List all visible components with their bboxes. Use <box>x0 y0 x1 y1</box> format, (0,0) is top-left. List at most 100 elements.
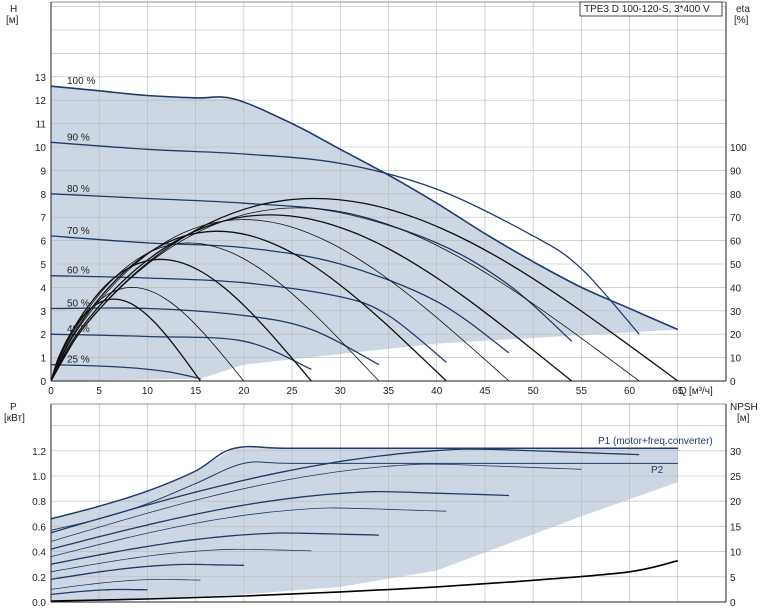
q-tick-label: 55 <box>576 386 588 397</box>
head-curve <box>50 85 679 331</box>
q-tick-label: 10 <box>142 386 154 397</box>
eta-tick-label: 0 <box>730 377 736 388</box>
efficiency-curve <box>50 219 510 382</box>
q-tick-label: 40 <box>431 386 443 397</box>
efficiency-curve <box>50 230 447 382</box>
h-tick-label: 13 <box>35 73 47 84</box>
p1-curve <box>50 445 678 520</box>
p-tick-label: 0.6 <box>32 522 46 533</box>
efficiency-curve <box>50 207 640 382</box>
h-tick-label: 7 <box>40 213 46 224</box>
power-curve <box>50 490 510 550</box>
q-axis-unit: [м³/ч] <box>689 386 713 397</box>
q-tick-label: 20 <box>238 386 250 397</box>
head-curve <box>50 363 201 380</box>
eta-tick-label: 40 <box>730 283 742 294</box>
p-tick-label: 0.4 <box>32 548 46 559</box>
h-tick-label: 12 <box>35 96 47 107</box>
power-curve <box>50 463 582 542</box>
h-tick-label: 4 <box>40 283 46 294</box>
h-axis-unit: [м] <box>6 15 19 26</box>
npsh-tick-label: 20 <box>730 497 742 508</box>
head-curve <box>50 141 640 335</box>
efficiency-curve <box>50 214 573 382</box>
h-tick-label: 1 <box>40 354 46 365</box>
speed-curve-label: 50 % <box>67 298 90 309</box>
h-tick-label: 8 <box>40 190 46 201</box>
power-curve <box>50 563 244 580</box>
p-tick-label: 1.2 <box>32 447 46 458</box>
head-curve <box>50 333 312 370</box>
speed-curve-label: 80 % <box>67 184 90 195</box>
q-tick-label: 60 <box>624 386 636 397</box>
h-tick-label: 0 <box>40 377 46 388</box>
p-tick-label: 0.8 <box>32 497 46 508</box>
q-tick-label: 25 <box>287 386 299 397</box>
npsh-axis-unit: [м] <box>737 413 750 424</box>
npsh-tick-label: 25 <box>730 472 742 483</box>
h-tick-label: 2 <box>40 330 46 341</box>
h-tick-label: 3 <box>40 307 46 318</box>
q-tick-label: 30 <box>335 386 347 397</box>
head-curve <box>50 235 510 354</box>
operating-range-area <box>51 86 678 381</box>
npsh-tick-label: 10 <box>730 548 742 559</box>
speed-curve-label: 90 % <box>67 132 90 143</box>
speed-curve-label: 70 % <box>67 226 90 237</box>
efficiency-curve <box>50 258 312 382</box>
efficiency-curve <box>50 197 679 382</box>
power-range-area <box>51 448 678 602</box>
h-tick-label: 6 <box>40 237 46 248</box>
power-curve <box>50 548 312 573</box>
npsh-tick-label: 15 <box>730 522 742 533</box>
speed-curve-label: 60 % <box>67 266 90 277</box>
power-curve <box>50 448 640 534</box>
eta-tick-label: 20 <box>730 330 742 341</box>
p-tick-label: 0.2 <box>32 573 46 584</box>
p-axis-unit: [кВт] <box>4 413 25 424</box>
chart-title-box <box>579 1 723 17</box>
npsh-tick-label: 0 <box>730 598 736 609</box>
q-tick-label: 45 <box>479 386 491 397</box>
p-tick-label: 1.0 <box>32 472 46 483</box>
efficiency-curve <box>50 242 380 382</box>
q-tick-label: 5 <box>96 386 102 397</box>
h-tick-label: 5 <box>40 260 46 271</box>
eta-axis-unit: [%] <box>734 15 749 26</box>
q-tick-label: 50 <box>528 386 540 397</box>
power-curve <box>50 588 148 596</box>
npsh-axis-label: NPSH <box>730 402 758 413</box>
eta-axis-label: eta <box>736 4 750 15</box>
eta-tick-label: 10 <box>730 354 742 365</box>
eta-tick-label: 50 <box>730 260 742 271</box>
chart-title: TPE3 D 100-120-S, 3*400 V <box>584 4 710 15</box>
q-tick-label: 0 <box>48 386 54 397</box>
power-curve <box>50 507 447 557</box>
npsh-tick-label: 30 <box>730 447 742 458</box>
head-curve <box>50 193 573 342</box>
head-curve <box>50 307 380 366</box>
h-tick-label: 11 <box>36 120 47 131</box>
p-axis-label: P <box>10 402 17 413</box>
q-tick-label: 65 <box>672 386 684 397</box>
speed-curve-label: 25 % <box>67 355 90 366</box>
efficiency-curve <box>50 286 245 382</box>
h-axis-label: H <box>10 4 17 15</box>
p1-annotation: P1 (motor+freq.converter) <box>598 436 713 447</box>
speed-curve-label: 40 % <box>67 324 90 335</box>
p-tick-label: 0.0 <box>32 598 46 609</box>
q-axis-label: Q <box>679 386 687 397</box>
npsh-curve <box>50 559 678 602</box>
npsh-tick-label: 5 <box>730 573 736 584</box>
p2-annotation: P2 <box>651 465 664 476</box>
speed-curve-label: 100 % <box>67 76 95 87</box>
h-tick-label: 9 <box>40 166 46 177</box>
h-tick-label: 10 <box>35 143 47 154</box>
power-curve <box>50 578 201 590</box>
eta-tick-label: 30 <box>730 307 742 318</box>
eta-tick-label: 80 <box>730 190 742 201</box>
eta-tick-label: 90 <box>730 166 742 177</box>
eta-tick-label: 70 <box>730 213 742 224</box>
